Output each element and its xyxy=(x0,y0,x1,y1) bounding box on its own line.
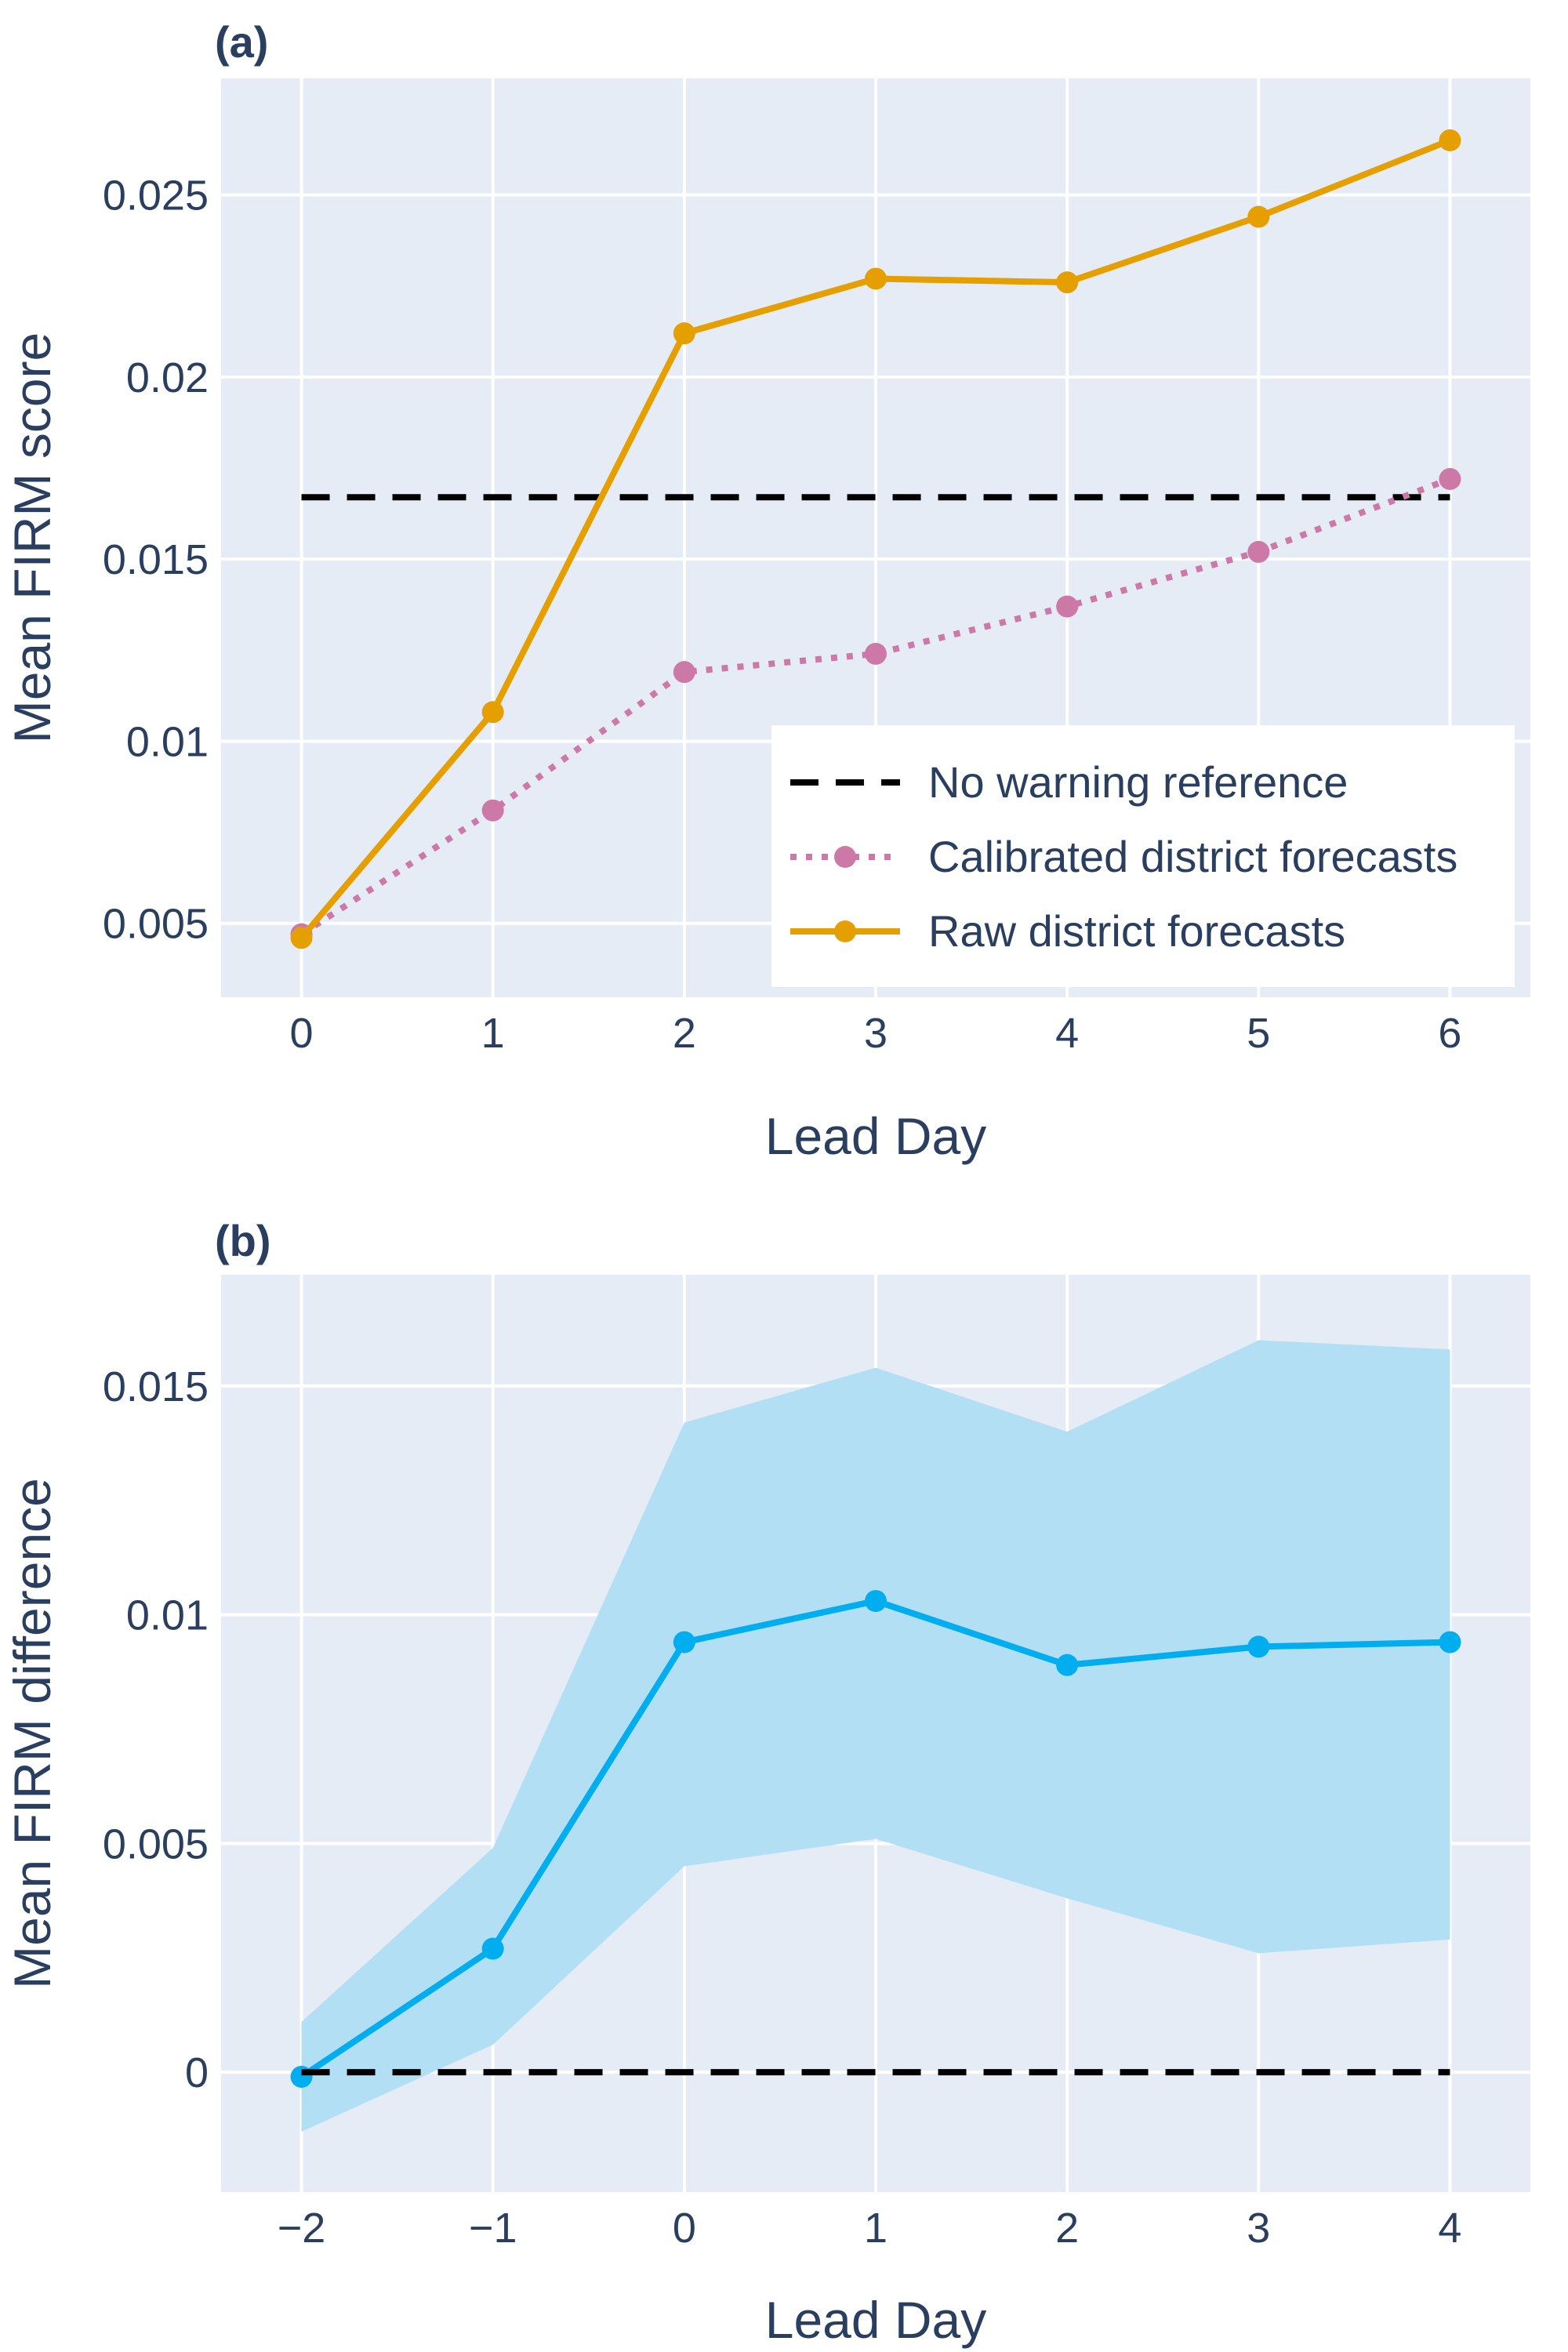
x-tick-label: 2 xyxy=(673,1010,696,1057)
y-tick-label: 0.02 xyxy=(126,354,209,401)
panel-a-series xyxy=(290,129,1461,949)
panel-b-y-axis-title: Mean FIRM difference xyxy=(3,1478,61,1989)
data-point xyxy=(1056,271,1079,294)
data-point xyxy=(865,1590,887,1613)
legend-marker-calibrated xyxy=(834,846,856,868)
legend-label-calibrated: Calibrated district forecasts xyxy=(928,832,1457,881)
panel-b-x-tick-labels: −2 −1 0 1 2 3 4 xyxy=(278,2205,1462,2252)
y-tick-label: 0.015 xyxy=(103,1363,209,1410)
data-point xyxy=(1056,1653,1079,1676)
panel-a-grid xyxy=(221,78,1530,997)
panel-a-y-axis-title: Mean FIRM score xyxy=(3,332,61,743)
panel-b-series xyxy=(290,1590,1461,2088)
data-point xyxy=(1439,129,1461,151)
data-point xyxy=(673,322,695,345)
x-tick-label: −1 xyxy=(469,2205,517,2252)
x-tick-label: 1 xyxy=(864,2205,887,2252)
data-point xyxy=(673,1631,695,1653)
series-0 xyxy=(290,1590,1461,2088)
data-point xyxy=(673,661,695,684)
legend-item-calibrated: Calibrated district forecasts xyxy=(790,832,1457,881)
panel-b: −2 −1 0 1 2 3 4 0 0.005 0.01 0.015 (b) Lead Day M… xyxy=(3,1216,1530,2349)
panel-a-label: (a) xyxy=(215,17,268,67)
panel-a-x-tick-labels: 0 1 2 3 4 5 6 xyxy=(290,1010,1462,1057)
data-point xyxy=(290,927,313,949)
x-tick-label: 3 xyxy=(1247,2205,1270,2252)
data-point xyxy=(481,799,504,822)
data-point xyxy=(1056,595,1079,618)
y-tick-label: 0.015 xyxy=(103,536,209,583)
x-tick-label: 2 xyxy=(1055,2205,1079,2252)
panel-a: 0 1 2 3 4 5 6 0.005 0.01 0.015 0.02 0.025 (a) Lead… xyxy=(3,17,1530,1165)
data-point xyxy=(1439,1631,1461,1653)
confidence-band xyxy=(301,1340,1450,2132)
data-point xyxy=(865,267,887,290)
legend-marker-raw xyxy=(834,920,856,942)
data-point xyxy=(1247,540,1270,563)
x-tick-label: 0 xyxy=(290,1010,314,1057)
x-tick-label: 0 xyxy=(673,2205,696,2252)
x-tick-label: 6 xyxy=(1438,1010,1461,1057)
data-point xyxy=(481,701,504,724)
series-2 xyxy=(290,129,1461,949)
y-tick-label: 0.005 xyxy=(103,1820,209,1867)
x-tick-label: 4 xyxy=(1055,1010,1079,1057)
y-tick-label: 0 xyxy=(185,2049,209,2096)
data-point xyxy=(865,642,887,665)
panel-a-y-tick-labels: 0.005 0.01 0.015 0.02 0.025 xyxy=(103,172,209,948)
data-point xyxy=(1439,467,1461,490)
panel-b-band xyxy=(301,1340,1450,2132)
data-point xyxy=(1247,1635,1270,1658)
panel-b-label: (b) xyxy=(215,1216,271,1265)
legend-label-raw: Raw district forecasts xyxy=(928,906,1345,956)
y-tick-label: 0.025 xyxy=(103,172,209,220)
legend-item-no-warning: No warning reference xyxy=(790,757,1348,807)
x-tick-label: 4 xyxy=(1438,2205,1461,2252)
legend-item-raw: Raw district forecasts xyxy=(790,906,1345,956)
x-tick-label: 1 xyxy=(481,1010,505,1057)
data-point xyxy=(1247,205,1270,228)
legend-label-no-warning: No warning reference xyxy=(928,757,1348,807)
x-tick-label: 3 xyxy=(864,1010,887,1057)
legend-box xyxy=(771,725,1515,987)
panel-a-x-axis-title: Lead Day xyxy=(765,1107,987,1165)
y-tick-label: 0.01 xyxy=(126,1592,209,1639)
panel-b-x-axis-title: Lead Day xyxy=(765,2291,987,2349)
data-point xyxy=(481,1937,504,1960)
x-tick-label: −2 xyxy=(278,2205,326,2252)
y-tick-label: 0.01 xyxy=(126,718,209,765)
x-tick-label: 5 xyxy=(1247,1010,1270,1057)
panel-b-y-tick-labels: 0 0.005 0.01 0.015 xyxy=(103,1363,209,2096)
panel-a-legend: No warning reference Calibrated district… xyxy=(771,725,1515,987)
y-tick-label: 0.005 xyxy=(103,901,209,948)
